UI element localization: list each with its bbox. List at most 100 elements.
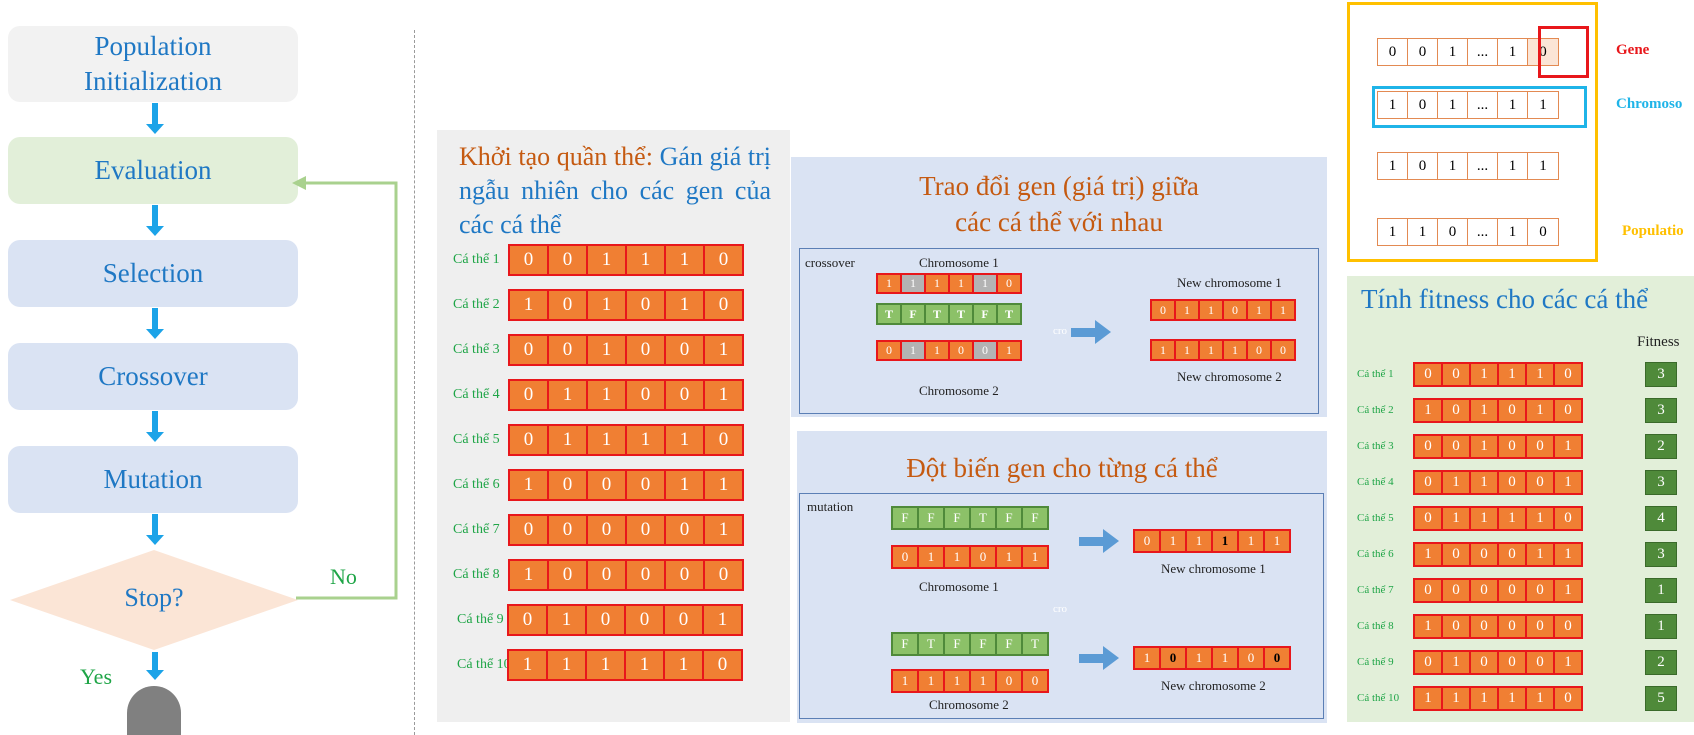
gene-cell: 1 bbox=[1023, 547, 1047, 567]
gene-cell: 1 bbox=[1471, 400, 1497, 421]
gene-cell: 0 bbox=[1023, 671, 1047, 691]
gene-cell: 0 bbox=[510, 246, 547, 274]
gene-cell: 0 bbox=[1471, 580, 1497, 601]
gene-cell: 0 bbox=[1443, 436, 1469, 457]
crossover-panel: Trao đổi gen (giá trị) giữa các cá thể v… bbox=[791, 157, 1327, 417]
gene-cell: 1 bbox=[705, 381, 742, 409]
individual-label: Cá thể 4 bbox=[453, 387, 500, 402]
decision-diamond bbox=[10, 550, 298, 650]
gene-cell: 1 bbox=[510, 561, 547, 589]
individual-label: Cá thể 6 bbox=[1357, 548, 1394, 560]
gene-cell: F bbox=[971, 634, 995, 654]
gene-cell: 0 bbox=[1499, 472, 1525, 493]
decision-label: Stop? bbox=[124, 583, 184, 612]
fitness-value: 3 bbox=[1645, 398, 1677, 423]
gene-cell: 0 bbox=[1415, 652, 1441, 673]
gene-cell: 1 bbox=[974, 275, 996, 292]
gene-cell: 0 bbox=[971, 547, 995, 567]
gene-cell: 0 bbox=[1248, 341, 1270, 359]
fitness-title: Tính fitness cho các cá thể bbox=[1361, 284, 1649, 314]
gene-cell: 0 bbox=[1527, 616, 1553, 637]
no-loop-arrow bbox=[292, 176, 398, 600]
individual-label: Cá thể 9 bbox=[1357, 656, 1394, 668]
fitness-panel: Tính fitness cho các cá thể Fitness Cá t… bbox=[1347, 276, 1694, 722]
gene-cell: 1 bbox=[588, 381, 625, 409]
gene-cell: 0 bbox=[588, 516, 625, 544]
gene-cell: 1 bbox=[1555, 580, 1581, 601]
gene-cell: 1 bbox=[1443, 688, 1469, 709]
gene-cell: T bbox=[950, 305, 972, 323]
chromosome-label: Chromoso bbox=[1616, 96, 1683, 112]
gene-cell: 0 bbox=[1555, 508, 1581, 529]
gene-cell: 1 bbox=[1265, 531, 1289, 551]
crossover-inner-box bbox=[799, 248, 1319, 414]
gene-cell: 1 bbox=[627, 246, 664, 274]
individual-label: Cá thể 7 bbox=[453, 522, 500, 537]
gene-cell: 1 bbox=[1471, 688, 1497, 709]
gene-cell: 0 bbox=[665, 606, 702, 634]
gene-cell: 1 bbox=[510, 471, 547, 499]
individual-label: Cá thể 8 bbox=[453, 567, 500, 582]
chromosome-highlight-box bbox=[1372, 86, 1587, 128]
gene-cell: 0 bbox=[1415, 436, 1441, 457]
fitness-value: 3 bbox=[1645, 470, 1677, 495]
crossover-chromosome2-label: Chromosome 2 bbox=[919, 383, 999, 398]
gene-cell: 0 bbox=[1555, 364, 1581, 385]
gene-cell: 1 bbox=[1161, 531, 1185, 551]
crossover-new2-label: New chromosome 2 bbox=[1177, 369, 1282, 384]
gene-cell: 1 bbox=[1527, 364, 1553, 385]
gene-cell: 1 bbox=[1498, 92, 1528, 118]
gene-cell: 1 bbox=[1176, 341, 1198, 359]
gene-cell: 0 bbox=[1161, 648, 1185, 668]
fitness-value: 2 bbox=[1645, 650, 1677, 675]
chromosome-row: 0 0 1... 1 0 bbox=[1377, 38, 1559, 66]
gene-cell: 1 bbox=[1415, 400, 1441, 421]
gene-cell: 1 bbox=[1555, 472, 1581, 493]
gene-cell: 1 bbox=[626, 651, 663, 679]
individual-label: Cá thể 10 bbox=[457, 657, 511, 672]
individual-label: Cá thể 3 bbox=[453, 342, 500, 357]
gene-cell: 0 bbox=[510, 336, 547, 364]
gene-cell: 1 bbox=[1176, 301, 1198, 319]
gene-cell: 0 bbox=[1555, 400, 1581, 421]
gene-cell: 1 bbox=[893, 671, 917, 691]
gene-cell: 1 bbox=[666, 426, 703, 454]
down-arrow-icon bbox=[146, 652, 164, 682]
step-crossover: Crossover bbox=[8, 343, 298, 410]
fitness-column-header: Fitness bbox=[1637, 334, 1680, 350]
gene-cell: 1 bbox=[1498, 39, 1528, 65]
gene-cell: 0 bbox=[974, 342, 996, 359]
init-title-part1: Khởi tạo quần thể: bbox=[459, 142, 660, 171]
gene-cell: 0 bbox=[878, 342, 900, 359]
gene-cell: F bbox=[997, 508, 1021, 528]
individual-label: Cá thể 5 bbox=[453, 432, 500, 447]
gene-cell: 1 bbox=[588, 246, 625, 274]
gene-cell: 1 bbox=[588, 291, 625, 319]
gene-cell: 1 bbox=[1471, 472, 1497, 493]
gene-cell: 1 bbox=[549, 426, 586, 454]
gene-cell: 0 bbox=[1378, 39, 1408, 65]
crossover-chromosome1-label: Chromosome 1 bbox=[919, 255, 999, 270]
gene-cell: 0 bbox=[549, 291, 586, 319]
individual-label: Cá thể 4 bbox=[1357, 476, 1394, 488]
gene-cell: 0 bbox=[666, 516, 703, 544]
gene-cell: 1 bbox=[1498, 219, 1528, 245]
gene-cell: 0 bbox=[1528, 219, 1558, 245]
gene-cell: T bbox=[971, 508, 995, 528]
gene-cell: 1 bbox=[1200, 341, 1222, 359]
gene-cell: 0 bbox=[1528, 39, 1558, 65]
gene-cell: T bbox=[919, 634, 943, 654]
gene-cell: 1 bbox=[1528, 92, 1558, 118]
population-label: Populatio bbox=[1622, 223, 1684, 239]
gene-cell: 0 bbox=[950, 342, 972, 359]
gene-cell: ... bbox=[1468, 153, 1498, 179]
legend-panel bbox=[1347, 2, 1598, 262]
gene-cell: 1 bbox=[1443, 472, 1469, 493]
gene-cell: 1 bbox=[1152, 341, 1174, 359]
gene-cell: 0 bbox=[1527, 652, 1553, 673]
